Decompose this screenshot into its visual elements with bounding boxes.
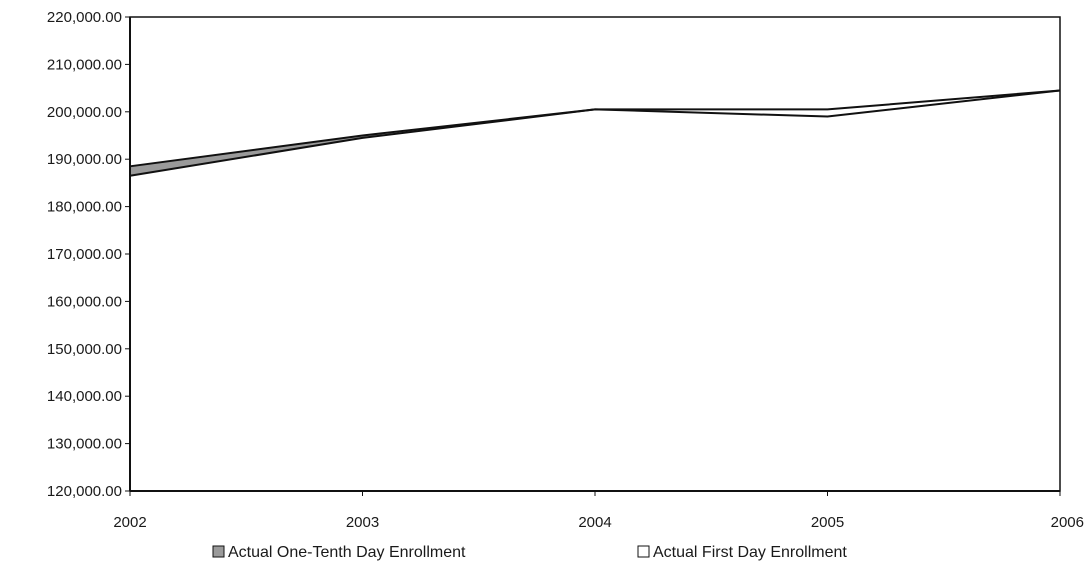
x-tick-label: 2004 — [578, 514, 611, 531]
y-tick-label: 160,000.00 — [47, 293, 122, 310]
legend-swatch — [637, 545, 650, 558]
y-tick-label: 120,000.00 — [47, 483, 122, 500]
legend-item-1: Actual One-Tenth Day Enrollment — [212, 544, 466, 561]
x-tick-label: 2002 — [113, 514, 146, 531]
y-tick-label: 190,000.00 — [47, 151, 122, 168]
x-tick-label: 2003 — [346, 514, 379, 531]
series-area-2 — [130, 90, 1060, 491]
y-tick-label: 170,000.00 — [47, 246, 122, 263]
x-tick-label: 2006 — [1051, 514, 1084, 531]
y-tick-label: 140,000.00 — [47, 388, 122, 405]
series-line-2 — [129, 89, 1061, 177]
y-tick-label: 210,000.00 — [47, 56, 122, 73]
legend-item-2: Actual First Day Enrollment — [637, 544, 847, 561]
y-tick-label: 150,000.00 — [47, 341, 122, 358]
y-tick-label: 200,000.00 — [47, 104, 122, 121]
y-tick-label: 180,000.00 — [47, 199, 122, 216]
x-tick-label: 2005 — [811, 514, 844, 531]
legend-swatch — [212, 545, 225, 558]
y-tick-label: 220,000.00 — [47, 9, 122, 26]
legend-label: Actual One-Tenth Day Enrollment — [228, 544, 466, 561]
legend-label: Actual First Day Enrollment — [653, 544, 847, 561]
y-tick-label: 130,000.00 — [47, 436, 122, 453]
